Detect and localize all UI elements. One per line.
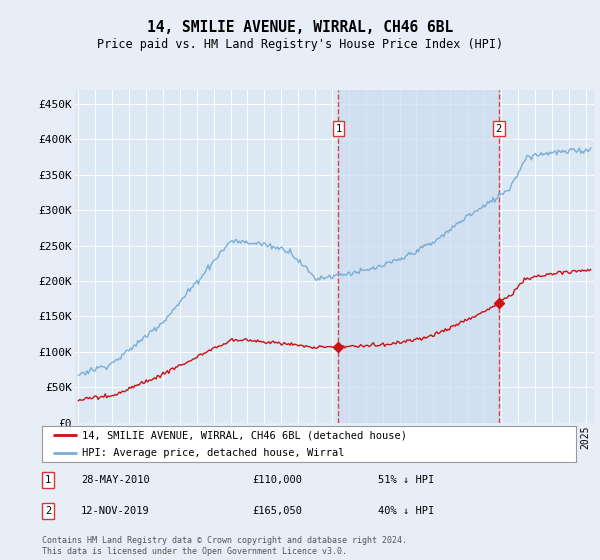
Text: 51% ↓ HPI: 51% ↓ HPI xyxy=(378,475,434,485)
Text: Price paid vs. HM Land Registry's House Price Index (HPI): Price paid vs. HM Land Registry's House … xyxy=(97,38,503,51)
Text: Contains HM Land Registry data © Crown copyright and database right 2024.
This d: Contains HM Land Registry data © Crown c… xyxy=(42,536,407,556)
Text: 14, SMILIE AVENUE, WIRRAL, CH46 6BL (detached house): 14, SMILIE AVENUE, WIRRAL, CH46 6BL (det… xyxy=(82,431,407,440)
Text: 1: 1 xyxy=(335,124,341,134)
Text: 40% ↓ HPI: 40% ↓ HPI xyxy=(378,506,434,516)
Text: 12-NOV-2019: 12-NOV-2019 xyxy=(81,506,150,516)
Text: 28-MAY-2010: 28-MAY-2010 xyxy=(81,475,150,485)
Text: 2: 2 xyxy=(45,506,51,516)
Text: 1: 1 xyxy=(45,475,51,485)
Bar xyxy=(338,90,499,423)
Text: £110,000: £110,000 xyxy=(252,475,302,485)
Text: 2: 2 xyxy=(496,124,502,134)
Text: HPI: Average price, detached house, Wirral: HPI: Average price, detached house, Wirr… xyxy=(82,448,344,458)
Text: £165,050: £165,050 xyxy=(252,506,302,516)
Text: 14, SMILIE AVENUE, WIRRAL, CH46 6BL: 14, SMILIE AVENUE, WIRRAL, CH46 6BL xyxy=(147,20,453,35)
